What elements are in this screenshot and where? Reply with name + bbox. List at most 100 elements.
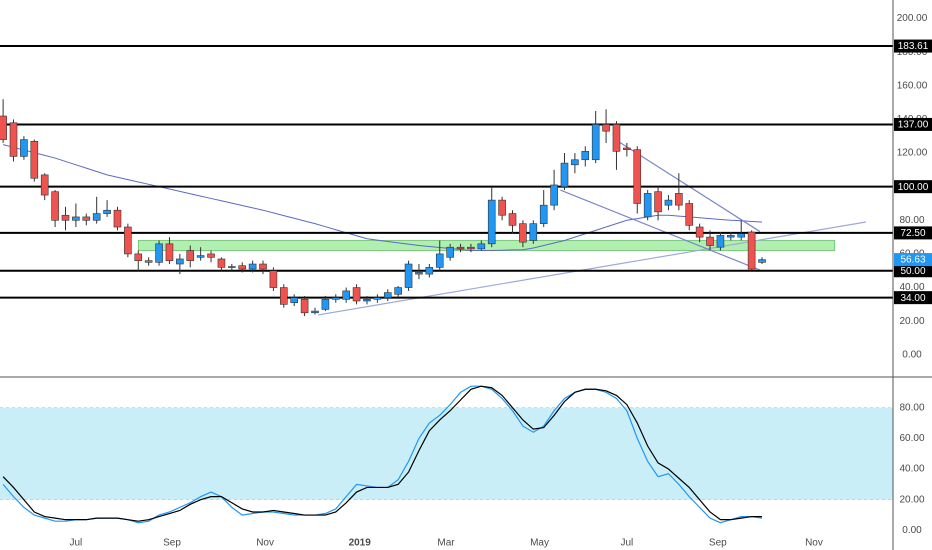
candle-body <box>383 292 392 298</box>
level-label: 50.00 <box>900 266 925 277</box>
candle-body <box>311 310 319 314</box>
candle-body <box>581 151 590 161</box>
candle-body <box>737 233 746 238</box>
y-tick-label: 0.00 <box>902 349 922 360</box>
candle-body <box>747 231 756 270</box>
candle-body <box>498 199 506 216</box>
candle-body <box>30 140 39 179</box>
x-tick-label: 2019 <box>349 538 372 549</box>
candle-body <box>716 235 725 248</box>
y-tick-label: 200.00 <box>897 13 928 24</box>
candle-body <box>477 243 486 250</box>
candle-body <box>165 243 174 261</box>
x-tick-label: Jul <box>69 538 82 549</box>
trendline <box>318 221 867 316</box>
price-pane <box>0 45 893 317</box>
candle-body <box>467 246 475 250</box>
candle-body <box>300 299 309 314</box>
x-tick-label: Sep <box>709 538 727 549</box>
candle-body <box>519 223 527 243</box>
candle-body <box>248 263 257 270</box>
candle-body <box>706 236 714 246</box>
level-label: 137.00 <box>898 120 929 131</box>
stoch-line <box>2 385 763 522</box>
candle-body <box>72 216 80 221</box>
y-tick-label: 80.00 <box>899 402 924 413</box>
moving-average <box>2 144 763 252</box>
y-tick-label: 160.00 <box>897 80 928 91</box>
candle-body <box>664 199 673 206</box>
y-tick-label: 20.00 <box>899 494 924 505</box>
candle-body <box>51 191 59 221</box>
last-price-box <box>894 253 932 267</box>
candle-body <box>363 299 371 302</box>
candle-body <box>186 250 195 261</box>
trendline <box>560 189 761 271</box>
candle-body <box>623 147 631 150</box>
y-tick-label: 120.00 <box>897 148 928 159</box>
level-label: 72.50 <box>900 228 925 239</box>
candle-body <box>529 223 538 241</box>
x-tick-label: Mar <box>437 538 455 549</box>
candle-body <box>290 297 299 303</box>
level-label-box <box>894 39 932 53</box>
candle-body <box>425 267 434 275</box>
candle-body <box>92 213 101 221</box>
candle-body <box>415 272 423 275</box>
candle-body <box>727 235 735 238</box>
candle-body <box>196 255 205 258</box>
candle-body <box>373 297 382 300</box>
x-tick-label: May <box>530 538 549 549</box>
candle-body <box>643 193 652 218</box>
y-tick-label: 40.00 <box>899 282 924 293</box>
x-tick-label: Nov <box>805 538 823 549</box>
y-tick-label: 0.00 <box>902 525 922 536</box>
level-label: 100.00 <box>898 182 929 193</box>
candle-body <box>456 246 465 250</box>
last-price-label: 56.63 <box>900 255 925 266</box>
candle-body <box>435 253 444 268</box>
x-tick-label: Nov <box>256 538 274 549</box>
x-tick-label: Sep <box>163 538 181 549</box>
level-label: 34.00 <box>900 293 925 304</box>
candle-body <box>207 253 215 258</box>
candle-body <box>560 162 569 187</box>
candle-body <box>602 124 610 132</box>
level-label-box <box>894 180 932 194</box>
level-label-box <box>894 264 932 278</box>
candle-body <box>280 287 288 305</box>
candle-body <box>487 199 496 245</box>
candle-body <box>103 209 111 214</box>
candle-body <box>342 290 350 300</box>
candle-body <box>228 266 236 268</box>
candle-body <box>113 209 122 228</box>
candle-body <box>321 299 330 310</box>
candle-body <box>685 203 694 226</box>
candle-body <box>352 287 361 302</box>
candle-body <box>758 259 766 263</box>
candle-body <box>550 184 558 206</box>
candle-body <box>259 263 267 270</box>
candle-body <box>446 246 454 258</box>
candle-body <box>654 191 662 213</box>
y-tick-label: 80.00 <box>899 215 924 226</box>
level-label-box <box>894 117 932 131</box>
y-tick-label: 60.00 <box>899 433 924 444</box>
candle-body <box>40 174 49 196</box>
candle-body <box>217 258 226 268</box>
candle-body <box>0 115 7 140</box>
y-tick-label: 40.00 <box>899 464 924 475</box>
stoch-pane <box>0 385 893 524</box>
candle-body <box>134 253 143 261</box>
candle-body <box>508 213 517 226</box>
candle-body <box>20 139 28 157</box>
candle-body <box>144 260 153 263</box>
candle-body <box>124 226 132 255</box>
candle-body <box>176 258 184 265</box>
candle-body <box>331 297 340 300</box>
candle-body <box>61 214 70 221</box>
y-tick-label: 20.00 <box>899 316 924 327</box>
candle-body <box>82 216 91 221</box>
candle-body <box>675 193 683 206</box>
